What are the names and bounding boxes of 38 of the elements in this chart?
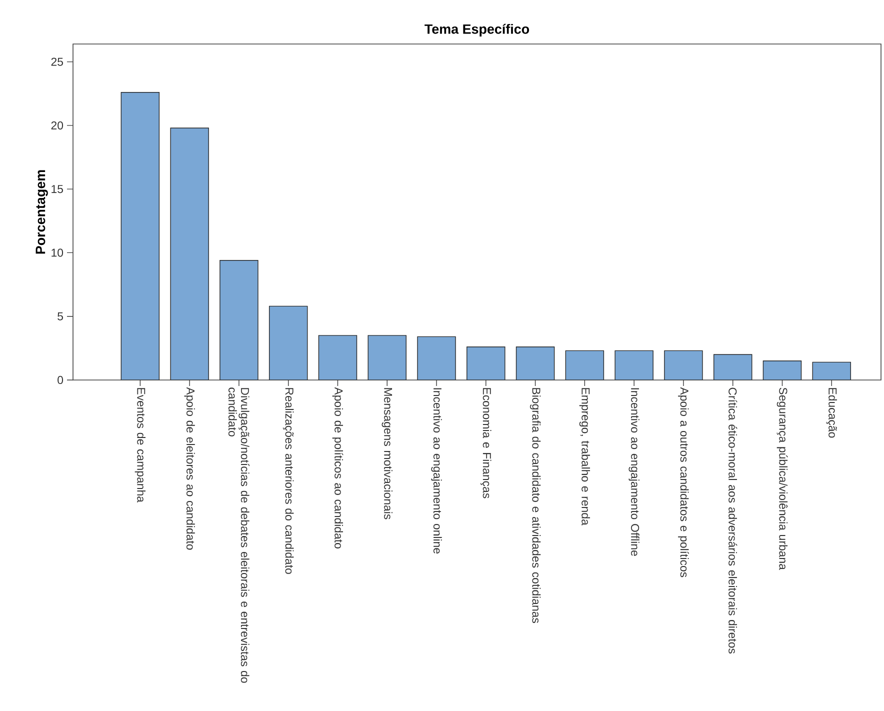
bar [566,350,604,380]
chart-title: Tema Específico [424,24,530,36]
y-tick-label: 5 [58,312,64,320]
bar [812,362,851,380]
bar [664,350,702,380]
bar [417,336,456,380]
x-tick-label: Apoio a outros candidatos e políticos [678,387,689,578]
x-tick-label: Incentivo ao engajamento Offline [628,388,640,556]
bar [466,346,505,380]
bar [269,306,308,380]
bar [368,335,406,380]
y-tick-label: 20 [51,121,64,130]
x-tick-label: Segurança pública/violência urbana [776,388,788,570]
x-tick-label: Divulgação/notícias de debates eleitorais e entrevistas do candidato [228,388,250,683]
y-tick-label: 10 [52,248,64,257]
bar [121,92,160,380]
x-tick-label: Apoio de eleitores ao candidato [184,387,195,550]
x-tick-label: Incentivo ao engajamento online [431,388,442,554]
x-tick-label: Biografia do candidato e atividades cotidianas [530,388,541,624]
y-tick-label: 15 [52,185,64,194]
x-tick-label: Realizações anteriores do candidato [282,388,294,574]
x-tick-label: Emprego, trabalho e renda [579,388,590,526]
bar [220,260,258,380]
y-axis-title: Porcentagem [36,170,48,254]
y-tick-label: 25 [51,58,64,66]
x-tick-label: Mensagens motivacionais [382,388,392,520]
x-tick-label: Economia e Finanças [480,388,492,498]
bar [615,350,654,380]
y-tick-label: 0 [58,376,64,384]
x-tick-label: Educação [826,388,837,438]
x-tick-label: Eventos de campanha [134,388,146,502]
bar [318,335,357,380]
bar [714,354,752,380]
x-tick-label: Crítica ético-moral aos adversários eleitorais diretos [728,388,738,654]
x-tick-label: Apoio de políticos ao candidato [332,387,344,548]
bar [516,346,554,380]
bar [763,360,802,380]
bar [170,128,209,380]
